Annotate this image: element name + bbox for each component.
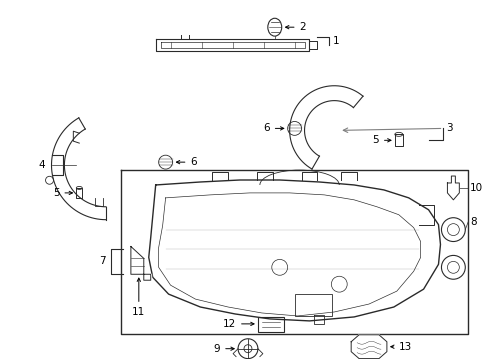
Text: 1: 1 xyxy=(332,36,338,46)
Polygon shape xyxy=(131,247,150,280)
Bar xyxy=(257,317,283,332)
Text: 13: 13 xyxy=(390,342,411,352)
Text: 6: 6 xyxy=(176,157,197,167)
Text: 10: 10 xyxy=(469,183,482,193)
Polygon shape xyxy=(447,176,458,200)
Polygon shape xyxy=(350,335,386,359)
Text: 3: 3 xyxy=(446,123,452,134)
Text: 9: 9 xyxy=(213,344,234,354)
Text: 7: 7 xyxy=(99,256,106,266)
Text: 4: 4 xyxy=(38,160,45,170)
Text: 8: 8 xyxy=(469,217,476,227)
Text: 12: 12 xyxy=(223,319,253,329)
Text: 5: 5 xyxy=(371,135,390,145)
Text: 5: 5 xyxy=(53,188,72,198)
Text: 11: 11 xyxy=(132,278,145,317)
Bar xyxy=(294,294,332,316)
Text: 6: 6 xyxy=(263,123,283,134)
Text: 2: 2 xyxy=(285,22,305,32)
